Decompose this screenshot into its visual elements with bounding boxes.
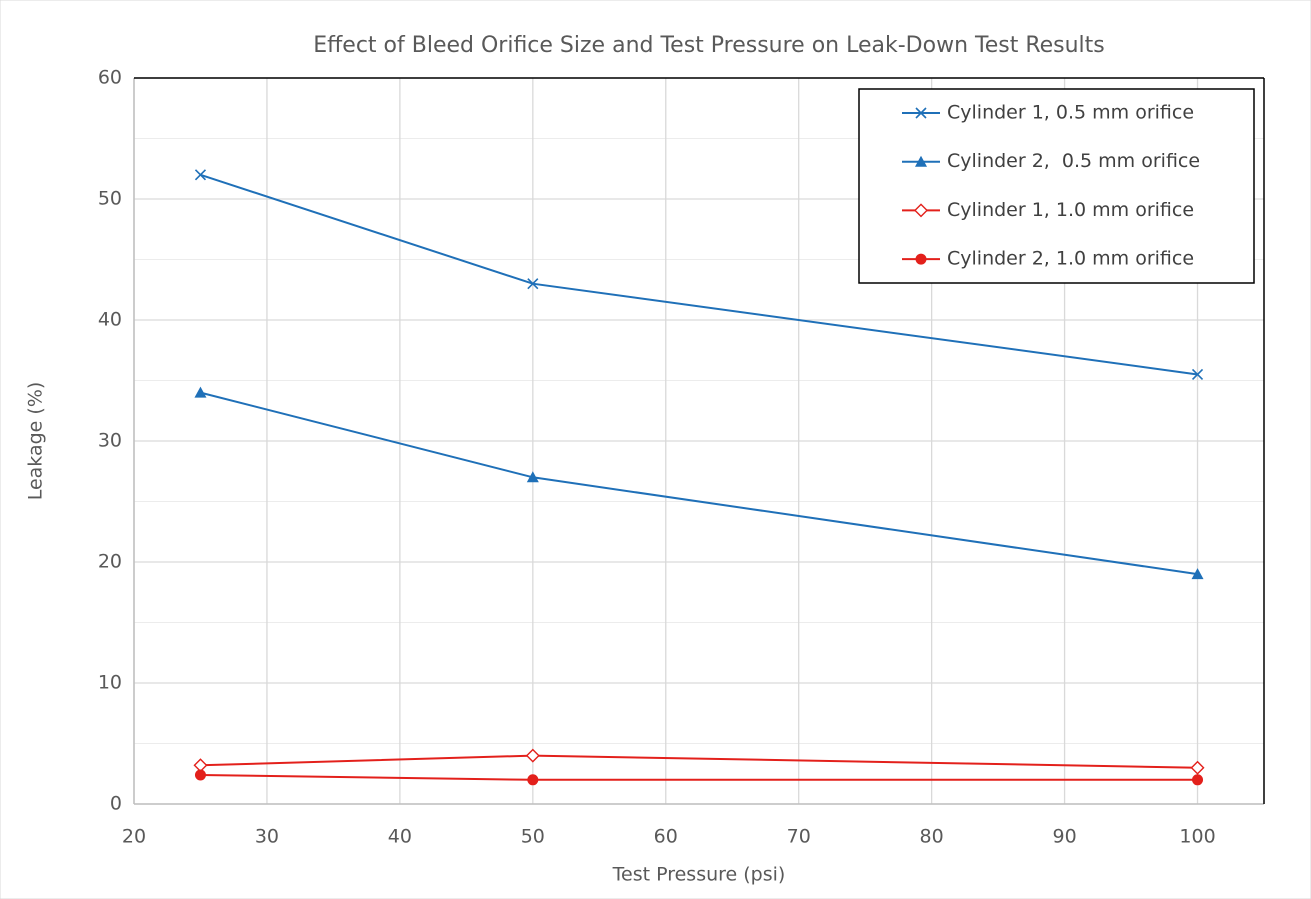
x-tick-label: 40 <box>388 826 412 848</box>
x-tick-label: 100 <box>1179 826 1215 848</box>
marker <box>914 203 928 218</box>
legend-label: Cylinder 1, 1.0 mm orifice <box>947 199 1194 221</box>
x-tick-label: 20 <box>122 826 146 848</box>
legend: Cylinder 1, 0.5 mm orifice Cylinder 2, 0.… <box>858 88 1255 284</box>
y-tick-label: 30 <box>98 430 122 452</box>
y-tick-label: 40 <box>98 309 122 331</box>
x-tick-label: 90 <box>1052 826 1076 848</box>
marker <box>527 278 539 290</box>
y-tick-label: 10 <box>98 672 122 694</box>
y-tick-label: 50 <box>98 188 122 210</box>
marker <box>915 155 927 167</box>
marker <box>1191 568 1204 580</box>
x-axis-label: Test Pressure (psi) <box>612 864 786 886</box>
marker <box>525 748 540 763</box>
y-tick-label: 60 <box>98 67 122 89</box>
marker <box>915 107 927 119</box>
x-tick-label: 70 <box>787 826 811 848</box>
x-tick-label: 50 <box>521 826 545 848</box>
plot <box>193 169 1205 786</box>
marker <box>194 169 207 181</box>
x-tick-label: 80 <box>920 826 944 848</box>
legend-label: Cylinder 2, 0.5 mm orifice <box>947 150 1200 172</box>
y-tick-label: 0 <box>110 793 122 815</box>
marker <box>526 471 539 483</box>
chart-title: Effect of Bleed Orifice Size and Test Pr… <box>313 33 1105 58</box>
marker <box>194 386 207 398</box>
marker <box>1192 774 1204 786</box>
grid <box>133 77 1265 805</box>
marker <box>1190 760 1205 775</box>
marker <box>194 769 206 781</box>
legend-label: Cylinder 2, 1.0 mm orifice <box>947 248 1194 270</box>
legend-label: Cylinder 1, 0.5 mm orifice <box>947 102 1194 124</box>
y-axis-label: Leakage (%) <box>25 382 47 501</box>
legend-box <box>858 88 1255 284</box>
marker <box>527 774 539 786</box>
y-tick-label: 20 <box>98 551 122 573</box>
marker <box>1191 368 1204 381</box>
x-tick-label: 30 <box>255 826 279 848</box>
marker <box>915 253 927 265</box>
x-tick-label: 60 <box>654 826 678 848</box>
